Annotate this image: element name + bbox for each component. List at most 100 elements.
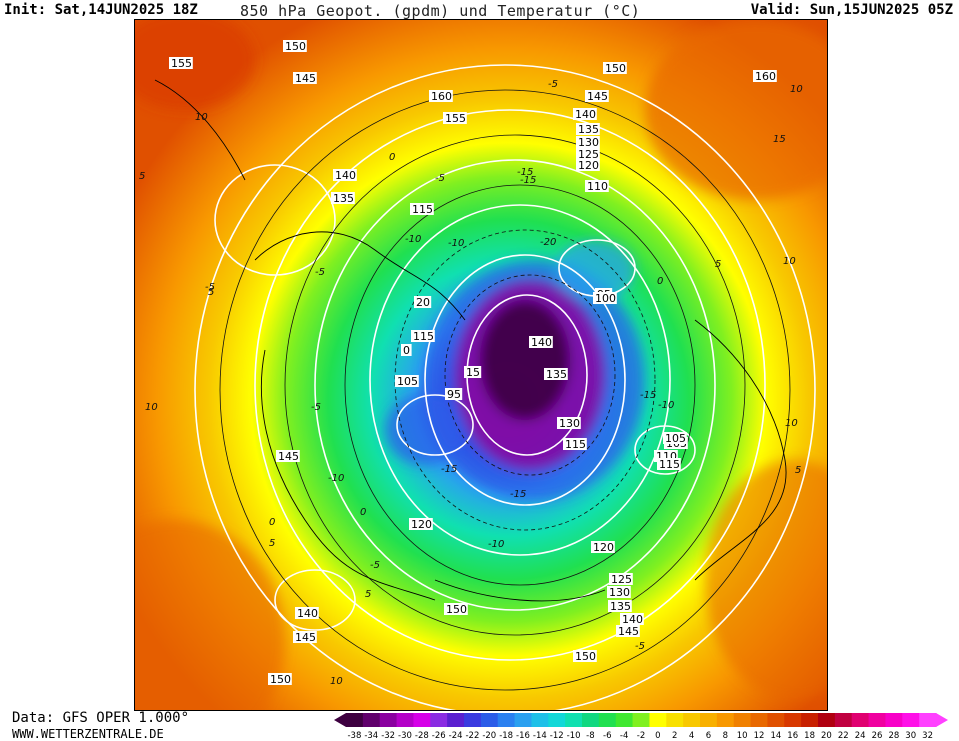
legend-swatch — [565, 713, 583, 727]
legend-swatch — [683, 713, 701, 727]
valid-time: Valid: Sun,15JUN2025 05Z — [750, 2, 953, 18]
height-contour-label: 160 — [429, 90, 453, 103]
height-contour-label: 130 — [557, 417, 581, 430]
weather-map[interactable]: 150 155 145 160 155 150 145 140 135 130 125 120 110 1… — [134, 19, 828, 711]
website-credit: WWW.WETTERZENTRALE.DE — [12, 727, 164, 741]
legend-swatch — [598, 713, 617, 727]
legend-swatch — [531, 713, 549, 727]
temperature-contour-label: -5 — [311, 402, 321, 413]
svg-text:140: 140 — [622, 613, 643, 626]
svg-text:150: 150 — [575, 650, 596, 663]
height-contour-label: 105 — [395, 375, 419, 388]
svg-text:115: 115 — [659, 458, 680, 471]
legend-tick-label: -8 — [586, 731, 594, 741]
temperature-contour-label: 0 — [657, 276, 663, 287]
legend-tick-label: 20 — [821, 731, 832, 741]
legend-swatch — [396, 713, 414, 727]
init-time: Init: Sat,14JUN2025 18Z — [4, 2, 198, 18]
svg-text:135: 135 — [333, 192, 354, 205]
legend-tick-label: 12 — [754, 731, 765, 741]
svg-text:145: 145 — [295, 72, 316, 85]
svg-text:130: 130 — [609, 586, 630, 599]
legend-tick-label: -4 — [620, 731, 628, 741]
temperature-contour-label: 0 — [389, 152, 395, 163]
legend-swatch — [379, 713, 398, 727]
svg-text:160: 160 — [755, 70, 776, 83]
legend-tick-label: -32 — [381, 731, 395, 741]
height-contour-label: 110 — [585, 180, 609, 193]
svg-text:135: 135 — [546, 368, 567, 381]
svg-text:0: 0 — [403, 344, 410, 357]
svg-text:130: 130 — [578, 136, 599, 149]
svg-text:135: 135 — [610, 600, 631, 613]
svg-text:130: 130 — [559, 417, 580, 430]
legend-tick-label: 18 — [804, 731, 815, 741]
temperature-contour-label: 10 — [145, 402, 158, 413]
coastlines — [154, 79, 787, 602]
height-contour-label: 95 — [445, 388, 463, 401]
temperature-contour-label: -10 — [448, 238, 464, 249]
legend-swatch — [649, 713, 667, 727]
svg-text:125: 125 — [578, 148, 599, 161]
legend-swatch — [919, 713, 937, 727]
height-contour-label: 155 — [443, 112, 467, 125]
svg-text:15: 15 — [466, 366, 480, 379]
temperature-labels: 5100-5-10-15-5-5101510-5-15-20-10-15-10-… — [139, 79, 803, 687]
legend-swatch — [716, 713, 735, 727]
legend-tick-label: -22 — [465, 731, 479, 741]
height-contour-label: 135 — [608, 600, 632, 613]
svg-text:145: 145 — [278, 450, 299, 463]
height-contour-label: 15 — [464, 366, 482, 379]
svg-text:150: 150 — [605, 62, 626, 75]
legend-tick-label: -38 — [347, 731, 361, 741]
height-contour-label: 120 — [409, 518, 433, 531]
temperature-contour-label: -15 — [640, 390, 656, 401]
height-contour-label: 115 — [563, 438, 587, 451]
legend-tick-label: -14 — [533, 731, 547, 741]
svg-text:150: 150 — [285, 40, 306, 53]
legend-tick-label: 4 — [689, 731, 694, 741]
legend-tick-label: 8 — [723, 731, 728, 741]
legend-swatch — [514, 713, 532, 727]
height-contours — [194, 64, 816, 710]
legend-swatch — [548, 713, 566, 727]
svg-text:140: 140 — [297, 607, 318, 620]
svg-text:140: 140 — [335, 169, 356, 182]
legend-tick-label: 2 — [672, 731, 677, 741]
height-contour-label: 145 — [276, 450, 300, 463]
legend-tick-label: 28 — [888, 731, 899, 741]
legend-swatch — [362, 713, 381, 727]
legend-tick-label: 14 — [770, 731, 781, 741]
legend-tick-label: -30 — [398, 731, 412, 741]
svg-text:120: 120 — [578, 159, 599, 172]
temperature-contour-label: 5 — [208, 287, 214, 298]
legend-swatch — [767, 713, 785, 727]
legend-tick-label: -28 — [415, 731, 429, 741]
temperature-contour-label: -20 — [540, 237, 556, 248]
legend-swatch — [430, 713, 448, 727]
legend-arrow-low — [334, 713, 346, 727]
temperature-contour-label: 10 — [330, 676, 343, 687]
height-contour-label: 0 — [401, 344, 412, 357]
height-contour-label: 125 — [609, 573, 633, 586]
height-contour-label: 145 — [585, 90, 609, 103]
svg-text:115: 115 — [565, 438, 586, 451]
legend-tick-label: 30 — [905, 731, 916, 741]
height-contour-label: 150 — [283, 40, 307, 53]
svg-text:155: 155 — [445, 112, 466, 125]
temperature-contour-label: 5 — [365, 589, 371, 600]
temperature-contour-label: -5 — [205, 282, 215, 293]
map-canvas: 1501551451601551501451401351301251201101… — [135, 20, 827, 710]
temperature-contour-label: 0 — [360, 507, 366, 518]
height-contour-label: 100 — [593, 292, 617, 305]
temperature-contour-label: 10 — [195, 112, 208, 123]
temperature-contour-label: 5 — [715, 259, 721, 270]
height-contour-label: 150 — [603, 62, 627, 75]
legend-tick-label: 26 — [872, 731, 883, 741]
temperature-contour-label: -5 — [370, 560, 380, 571]
legend-swatch — [851, 713, 870, 727]
legend-swatch — [632, 713, 650, 727]
legend-swatch — [497, 713, 516, 727]
legend-tick-label: 32 — [922, 731, 933, 741]
svg-text:100: 100 — [595, 292, 616, 305]
